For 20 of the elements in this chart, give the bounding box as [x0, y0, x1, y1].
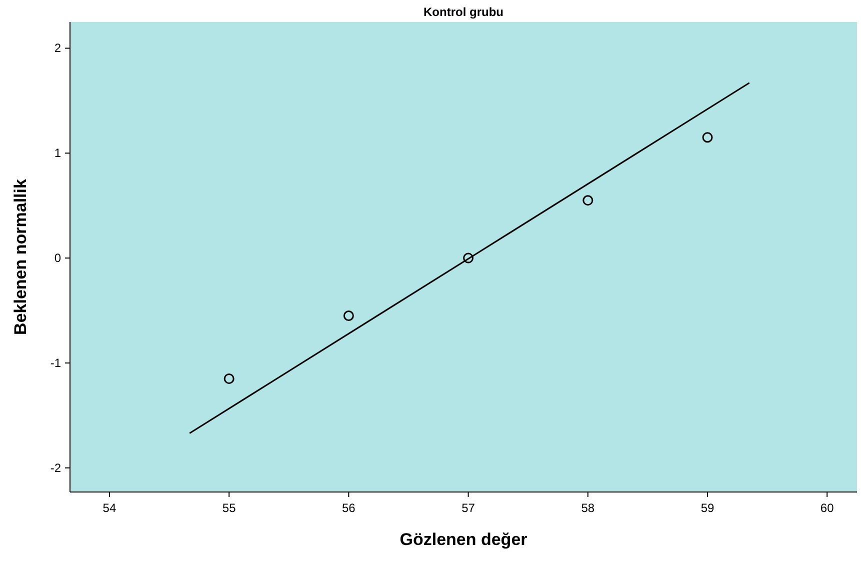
chart-title: Kontrol grubu [424, 5, 504, 19]
point [463, 252, 474, 264]
point [582, 195, 594, 206]
x-tick-label: 57 [462, 501, 476, 515]
y-tick-label: -2 [50, 460, 62, 475]
x-tick-label: 60 [820, 501, 834, 515]
x-tick-label: 59 [700, 501, 714, 515]
y-tick-label: 2 [54, 41, 62, 56]
x-tick-label: 58 [581, 501, 595, 515]
x-tick-label: 54 [102, 501, 116, 515]
x-axis-title: Gözlenen değer [400, 530, 528, 549]
x-tick-label: 56 [342, 501, 356, 515]
y-tick-label: 1 [54, 146, 62, 160]
point [343, 310, 354, 321]
point [224, 373, 234, 384]
point [702, 132, 713, 143]
y-tick-label: 0 [54, 251, 62, 266]
x-tick-label: 55 [222, 501, 236, 515]
y-axis-title: Beklenen normallik [11, 178, 30, 335]
y-tick-label: -1 [50, 356, 62, 370]
